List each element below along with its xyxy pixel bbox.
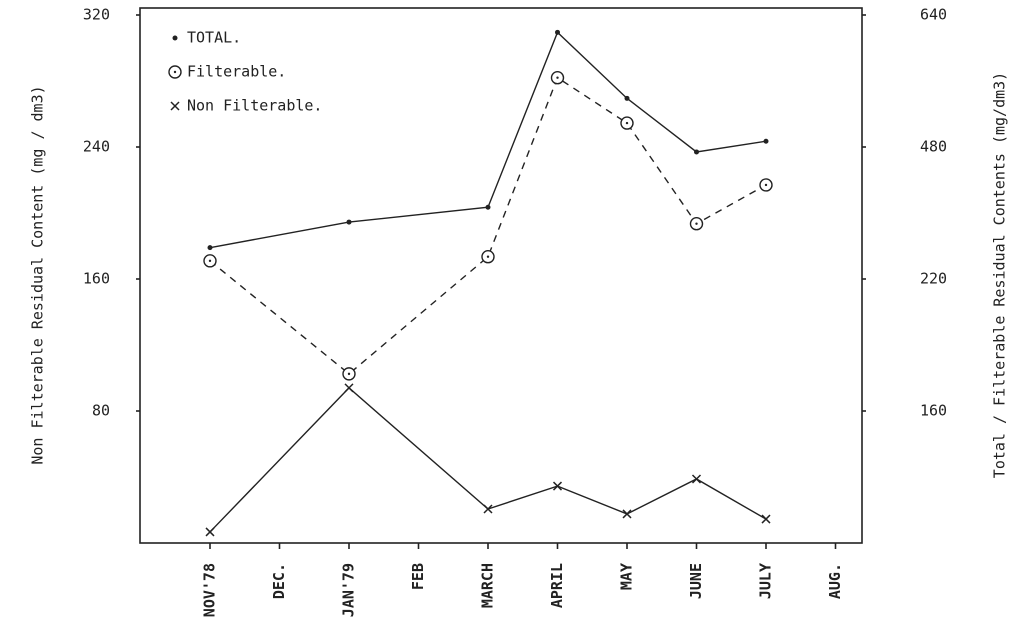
point (207, 245, 213, 251)
x-tick-label: NOV'78 (201, 563, 219, 617)
point (624, 95, 630, 101)
x-tick-label: JAN'79 (340, 563, 358, 617)
point (691, 474, 702, 484)
x-tick-label: FEB (409, 563, 427, 590)
y-tick-label: 240 (83, 138, 110, 156)
point (761, 514, 771, 524)
point (759, 178, 773, 192)
legend-label: Filterable. (187, 63, 286, 81)
point (694, 149, 699, 155)
point (203, 254, 217, 268)
point (344, 383, 354, 393)
x-tick-label: AUG. (826, 563, 844, 599)
point (550, 70, 565, 85)
point (342, 367, 356, 381)
point (552, 481, 563, 491)
legend-label: TOTAL. (187, 29, 241, 47)
point (168, 65, 182, 79)
point-center (695, 222, 698, 225)
point (346, 219, 352, 225)
legend-label: Non Filterable. (187, 97, 322, 115)
y-tick-label: 160 (83, 270, 110, 288)
point (205, 527, 215, 537)
y-tick-label: 80 (92, 402, 110, 420)
point (620, 116, 634, 130)
point-center (764, 183, 768, 187)
point-center (208, 259, 212, 263)
point-center (486, 255, 490, 258)
x-tick-label: JUNE (687, 563, 705, 599)
point-center (173, 70, 177, 74)
point (481, 250, 495, 264)
series-line (209, 386, 767, 533)
y2-tick-label: 640 (920, 6, 947, 24)
x-tick-label: JULY (757, 563, 775, 599)
point-center (556, 76, 559, 79)
series-line (209, 76, 767, 375)
y2-tick-label: 480 (920, 138, 947, 156)
point-center (625, 121, 629, 125)
y2-tick-label: 160 (920, 402, 947, 420)
x-tick-label: MARCH (479, 563, 497, 608)
point (763, 138, 769, 144)
point-center (347, 372, 351, 376)
y2-axis-label: Total / Filterable Residual Contents (mg… (991, 72, 1009, 478)
point (555, 29, 560, 35)
point (622, 509, 632, 519)
plot-frame (139, 7, 863, 544)
point (485, 204, 491, 210)
y-tick-label: 320 (83, 6, 110, 24)
x-tick-label: APRIL (548, 563, 566, 608)
x-tick-label: MAY (618, 563, 636, 590)
y-axis-label: Non Filterable Residual Content (mg / dm… (29, 85, 47, 464)
point (689, 217, 704, 231)
point (170, 101, 180, 111)
point (172, 35, 178, 41)
series-line (209, 31, 767, 249)
x-tick-label: DEC. (270, 563, 288, 599)
point (483, 504, 493, 514)
y2-tick-label: 220 (920, 270, 947, 288)
